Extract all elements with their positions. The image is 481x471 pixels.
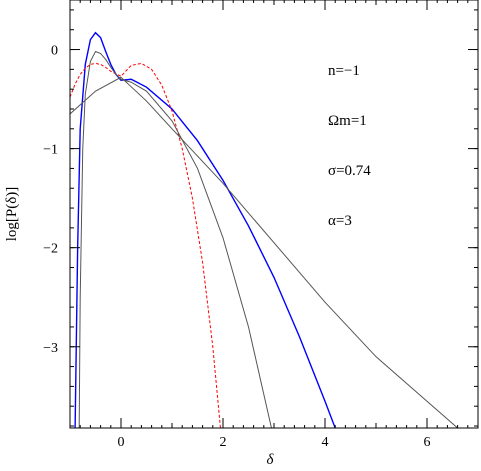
x-tick-label: 0 [118,435,125,450]
series-line-4 [70,76,458,428]
annotation-alpha: α=3 [328,213,352,229]
annotation-sigma: σ=0.74 [328,163,371,179]
ticks-layer: 0 2 4 6 0 −1 −2 −3 [43,0,479,450]
x-tick-label: 6 [424,435,431,450]
x-axis-title: δ [267,452,275,468]
plot-frame [69,0,479,429]
y-tick-label: −1 [43,143,58,158]
y-tick-label: 0 [51,44,58,59]
series-line-2 [70,62,221,428]
x-tick-label: 2 [220,435,227,450]
y-tick-label: −2 [43,242,58,257]
series-line-1 [74,31,336,428]
series-layer [70,31,458,428]
x-tick-label: 4 [322,435,329,450]
series-line-3 [78,50,272,428]
annotation-n: n=−1 [328,63,360,79]
y-axis-title: log[P(δ)] [4,187,20,242]
annotation-omega: Ωm=1 [328,113,367,129]
y-tick-label: −3 [43,341,58,356]
